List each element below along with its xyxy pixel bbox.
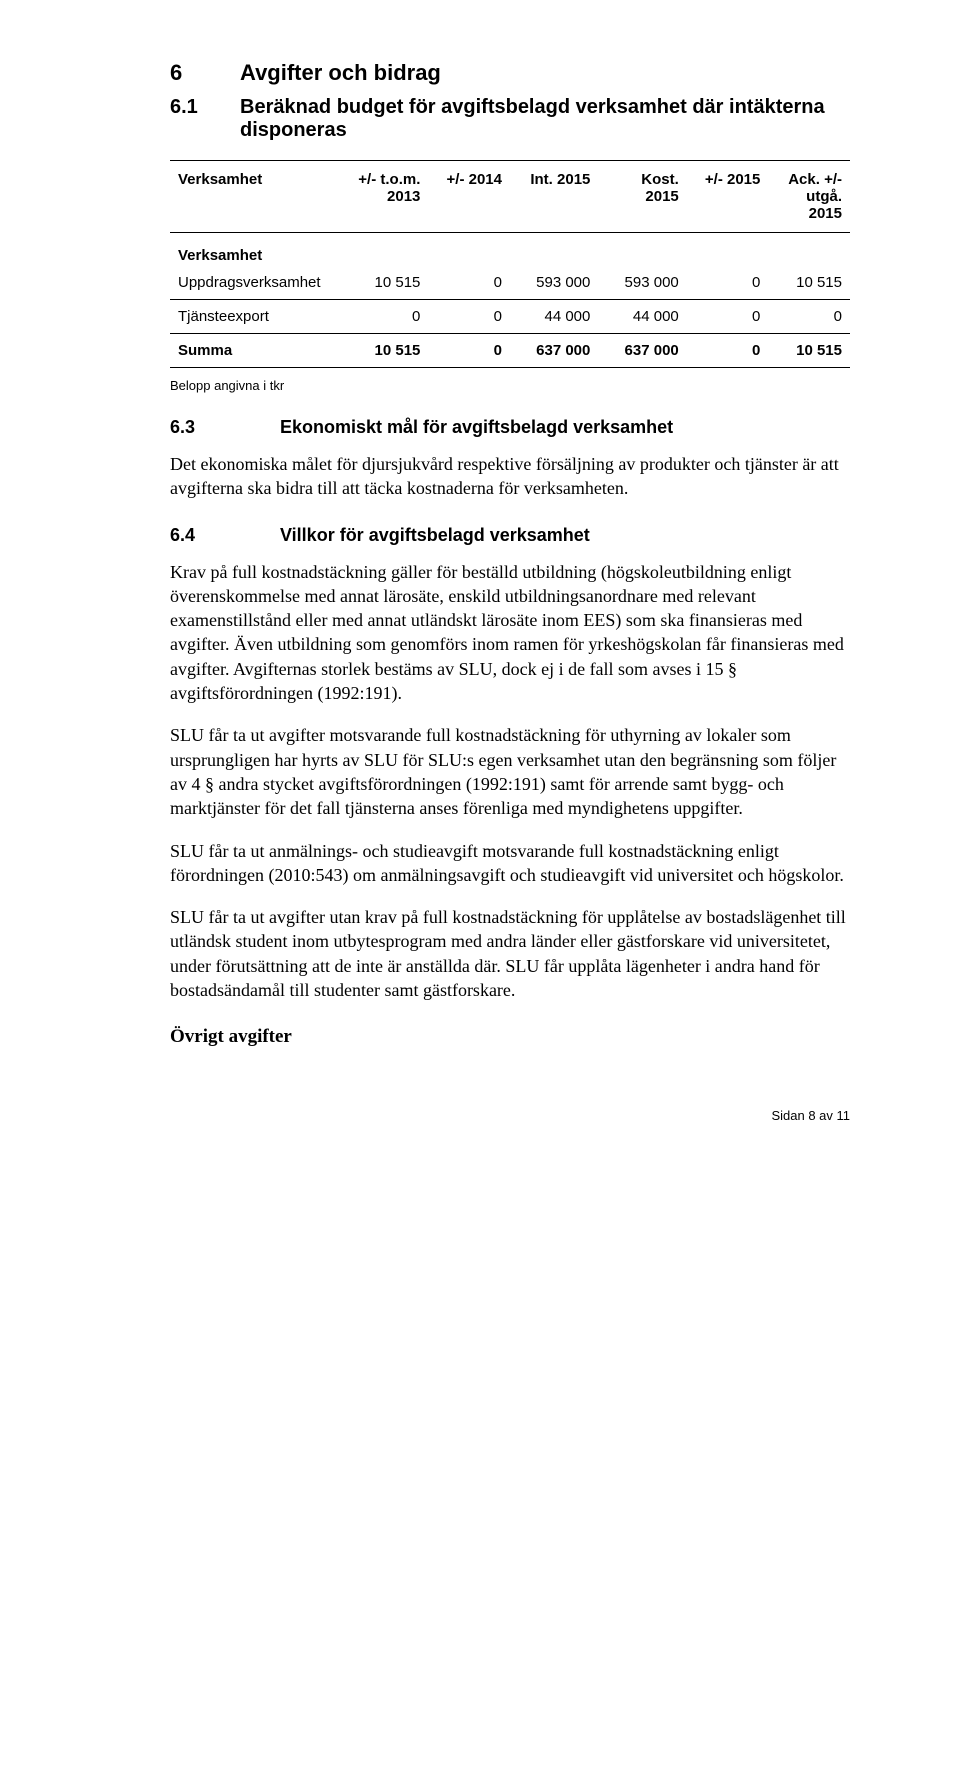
table-section-label: Verksamhet <box>170 233 850 267</box>
table-cell: 10 515 <box>347 266 429 300</box>
table-sum-cell: 637 000 <box>510 334 598 368</box>
section-6-3-body: Det ekonomiska målet för djursjukvård re… <box>170 452 850 501</box>
section-6-4-p4: SLU får ta ut avgifter utan krav på full… <box>170 905 850 1002</box>
table-cell: 44 000 <box>598 300 686 334</box>
heading-6-3-number: 6.3 <box>170 417 280 438</box>
table-header-cell: +/- 2014 <box>428 161 510 233</box>
table-cell: Uppdragsverksamhet <box>170 266 347 300</box>
heading-6-1-title: Beräknad budget för avgiftsbelagd verksa… <box>240 96 850 142</box>
page-footer: Sidan 8 av 11 <box>170 1108 850 1123</box>
heading-6-4-number: 6.4 <box>170 525 280 546</box>
table-footnote: Belopp angivna i tkr <box>170 378 850 393</box>
heading-6-title: Avgifter och bidrag <box>240 60 441 85</box>
table-cell: 0 <box>428 266 510 300</box>
table-cell: 593 000 <box>510 266 598 300</box>
table-cell: 10 515 <box>768 266 850 300</box>
table-cell: 0 <box>687 300 769 334</box>
table-cell: 0 <box>347 300 429 334</box>
table-cell: 0 <box>768 300 850 334</box>
heading-6-3-title: Ekonomiskt mål för avgiftsbelagd verksam… <box>280 417 673 438</box>
table-header-cell: +/- t.o.m. 2013 <box>347 161 429 233</box>
heading-6-1: 6.1 Beräknad budget för avgiftsbelagd ve… <box>170 96 850 142</box>
heading-6-number: 6 <box>170 60 240 86</box>
section-6-4-p1: Krav på full kostnadstäckning gäller för… <box>170 560 850 706</box>
table-sum-cell: Summa <box>170 334 347 368</box>
table-sum-cell: 10 515 <box>347 334 429 368</box>
table-sum-cell: 0 <box>428 334 510 368</box>
table-cell: 0 <box>687 266 769 300</box>
table-cell: Tjänsteexport <box>170 300 347 334</box>
heading-6-3: 6.3 Ekonomiskt mål för avgiftsbelagd ver… <box>170 417 850 438</box>
heading-ovrigt: Övrigt avgifter <box>170 1026 850 1048</box>
table-header-cell: +/- 2015 <box>687 161 769 233</box>
table-sum-row: Summa10 5150637 000637 000010 515 <box>170 334 850 368</box>
table-sum-cell: 0 <box>687 334 769 368</box>
heading-6-4-title: Villkor för avgiftsbelagd verksamhet <box>280 525 590 546</box>
heading-6: 6Avgifter och bidrag <box>170 60 850 86</box>
heading-6-1-number: 6.1 <box>170 96 240 142</box>
table-sum-cell: 637 000 <box>598 334 686 368</box>
section-6-4-p3: SLU får ta ut anmälnings- och studieavgi… <box>170 839 850 888</box>
table-row: Uppdragsverksamhet10 5150593 000593 0000… <box>170 266 850 300</box>
table-header-cell: Int. 2015 <box>510 161 598 233</box>
section-6-4-p2: SLU får ta ut avgifter motsvarande full … <box>170 723 850 820</box>
table-sum-cell: 10 515 <box>768 334 850 368</box>
table-header-cell: Kost. 2015 <box>598 161 686 233</box>
page: 6Avgifter och bidrag 6.1 Beräknad budget… <box>0 0 960 1183</box>
table-cell: 0 <box>428 300 510 334</box>
table-section-row: Verksamhet <box>170 233 850 267</box>
table-header-cell: Verksamhet <box>170 161 347 233</box>
heading-6-4: 6.4 Villkor för avgiftsbelagd verksamhet <box>170 525 850 546</box>
table-cell: 593 000 <box>598 266 686 300</box>
table-cell: 44 000 <box>510 300 598 334</box>
table-row: Tjänsteexport0044 00044 00000 <box>170 300 850 334</box>
table-header-cell: Ack. +/- utgå. 2015 <box>768 161 850 233</box>
budget-table: Verksamhet+/- t.o.m. 2013+/- 2014Int. 20… <box>170 160 850 368</box>
table-header-row: Verksamhet+/- t.o.m. 2013+/- 2014Int. 20… <box>170 161 850 233</box>
